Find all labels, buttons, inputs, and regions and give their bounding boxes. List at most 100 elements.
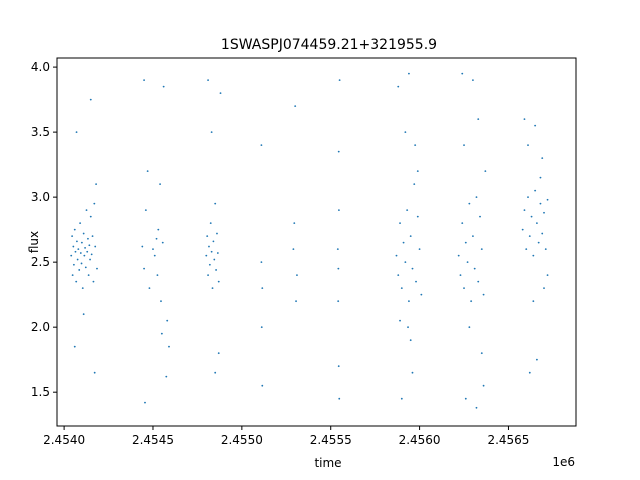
data-point: [91, 235, 94, 238]
data-point: [337, 365, 340, 368]
data-point: [159, 183, 161, 186]
data-point: [208, 263, 211, 266]
data-point: [480, 248, 483, 251]
y-axis-ticks: 1.5 2.0 2.5 3.0 3.5 4.0: [31, 60, 57, 399]
data-point: [294, 105, 297, 108]
data-point: [261, 287, 264, 290]
x-tick-label: 2.4555: [310, 433, 352, 447]
data-point: [93, 371, 96, 374]
data-point: [212, 240, 215, 243]
data-point: [536, 222, 538, 225]
data-point: [404, 131, 407, 134]
data-point: [408, 300, 410, 303]
data-point: [94, 245, 97, 248]
data-point: [82, 313, 85, 316]
data-point: [89, 98, 92, 101]
data-points: [70, 72, 549, 409]
x-tick-label: 2.4550: [221, 433, 263, 447]
data-point: [155, 237, 158, 240]
data-point: [84, 266, 87, 269]
data-point: [528, 371, 531, 374]
data-point: [539, 202, 542, 205]
data-point: [260, 144, 263, 147]
data-point: [530, 215, 533, 218]
data-point: [74, 250, 77, 253]
chart-title: 1SWASPJ074459.21+321955.9: [221, 37, 437, 53]
data-point: [156, 274, 159, 277]
data-point: [79, 222, 82, 225]
data-point: [261, 384, 264, 387]
data-point: [414, 144, 417, 147]
y-axis-label: flux: [27, 231, 41, 253]
data-point: [546, 198, 549, 201]
plot-frame: [56, 57, 577, 427]
data-point: [76, 240, 78, 243]
data-point: [157, 228, 160, 231]
data-point: [532, 254, 535, 257]
data-point: [90, 253, 93, 256]
data-point: [472, 79, 474, 82]
data-point: [475, 196, 478, 199]
data-point: [337, 300, 340, 303]
data-point: [293, 222, 296, 225]
data-point: [532, 300, 535, 303]
x-tick-label: 2.4560: [399, 433, 441, 447]
data-point: [543, 287, 545, 290]
data-point: [402, 241, 405, 244]
data-point: [400, 287, 403, 290]
data-point: [479, 215, 481, 218]
data-point: [397, 274, 400, 277]
data-point: [468, 326, 471, 329]
data-point: [84, 246, 86, 249]
y-tick-label: 2.0: [31, 320, 50, 334]
data-point: [418, 248, 421, 251]
data-point: [546, 274, 549, 277]
data-point: [523, 209, 526, 212]
x-tick-label: 2.4540: [43, 433, 85, 447]
data-point: [296, 274, 298, 277]
data-point: [399, 319, 401, 322]
data-point: [144, 209, 147, 212]
data-point: [464, 241, 467, 244]
data-point: [143, 79, 145, 82]
data-point: [72, 245, 75, 248]
data-point: [473, 267, 476, 270]
data-point: [260, 326, 263, 329]
data-point: [472, 235, 474, 238]
data-point: [87, 237, 89, 240]
x-axis-offset-label: 1e6: [552, 455, 575, 469]
data-point: [466, 261, 469, 264]
data-point: [468, 202, 471, 205]
data-point: [543, 211, 545, 214]
data-point: [477, 280, 480, 283]
data-point: [75, 280, 78, 283]
data-point: [166, 319, 169, 322]
data-point: [399, 222, 401, 225]
data-point: [208, 245, 210, 248]
data-point: [80, 241, 83, 244]
data-point: [459, 274, 462, 277]
data-point: [338, 79, 341, 82]
data-point: [161, 241, 164, 244]
data-point: [541, 232, 544, 235]
data-point: [207, 274, 209, 277]
data-point: [539, 176, 542, 179]
data-point: [73, 345, 76, 348]
y-tick-label: 2.5: [31, 255, 50, 269]
x-tick-label: 2.4565: [487, 433, 529, 447]
data-point: [292, 248, 295, 251]
data-point: [209, 222, 212, 225]
data-point: [160, 300, 162, 303]
data-point: [162, 85, 165, 88]
data-point: [541, 157, 544, 160]
data-point: [527, 144, 529, 147]
data-point: [143, 267, 145, 270]
data-point: [484, 170, 487, 173]
data-point: [205, 254, 208, 257]
data-point: [210, 131, 213, 134]
data-point: [413, 183, 416, 186]
data-point: [210, 250, 213, 253]
data-point: [528, 235, 531, 238]
data-point: [153, 254, 156, 257]
